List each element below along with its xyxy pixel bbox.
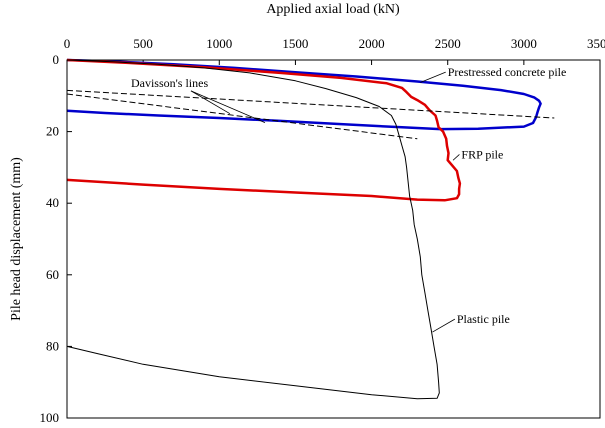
y-tick-label: 20 [46,124,59,139]
annotations: Prestressed concrete pile FRP pile Plastic… [131,65,567,333]
annotation-label: FRP pile [461,147,503,161]
y-axis-title: Pile head displacement (mm) [9,157,24,321]
x-tick-label: 2500 [435,36,461,51]
x-tick-label: 3000 [511,36,537,51]
series-line-2 [66,59,440,400]
y-tick-label: 0 [53,52,60,67]
x-tick-label: 1000 [206,36,232,51]
y-tick-label: 80 [46,338,59,353]
x-axis-title: Applied axial load (kN) [266,2,400,17]
annotation-label: Prestressed concrete pile [448,65,567,79]
y-tick-label: 60 [46,267,59,282]
annotation-leader [452,154,460,161]
davisson-line [66,89,555,119]
plot-frame [66,59,601,419]
davisson-line [66,93,418,140]
x-tick-label: 2000 [359,36,385,51]
annotation-leader [190,90,266,124]
annotation-label: Plastic pile [457,312,510,326]
x-tick-label: 0 [64,36,71,51]
x-tick-label: 1500 [282,36,308,51]
annotation-leader [190,90,231,115]
y-tick-label: 100 [40,410,60,425]
series-line-1 [66,58,462,202]
annotation-leader [420,71,446,83]
annotation-leader [432,318,456,333]
y-tick-label: 40 [46,195,59,210]
series-line-0 [66,58,542,131]
series-lines [66,58,555,400]
x-tick-label: 500 [133,36,153,51]
annotation-label: Davisson's lines [131,76,208,90]
